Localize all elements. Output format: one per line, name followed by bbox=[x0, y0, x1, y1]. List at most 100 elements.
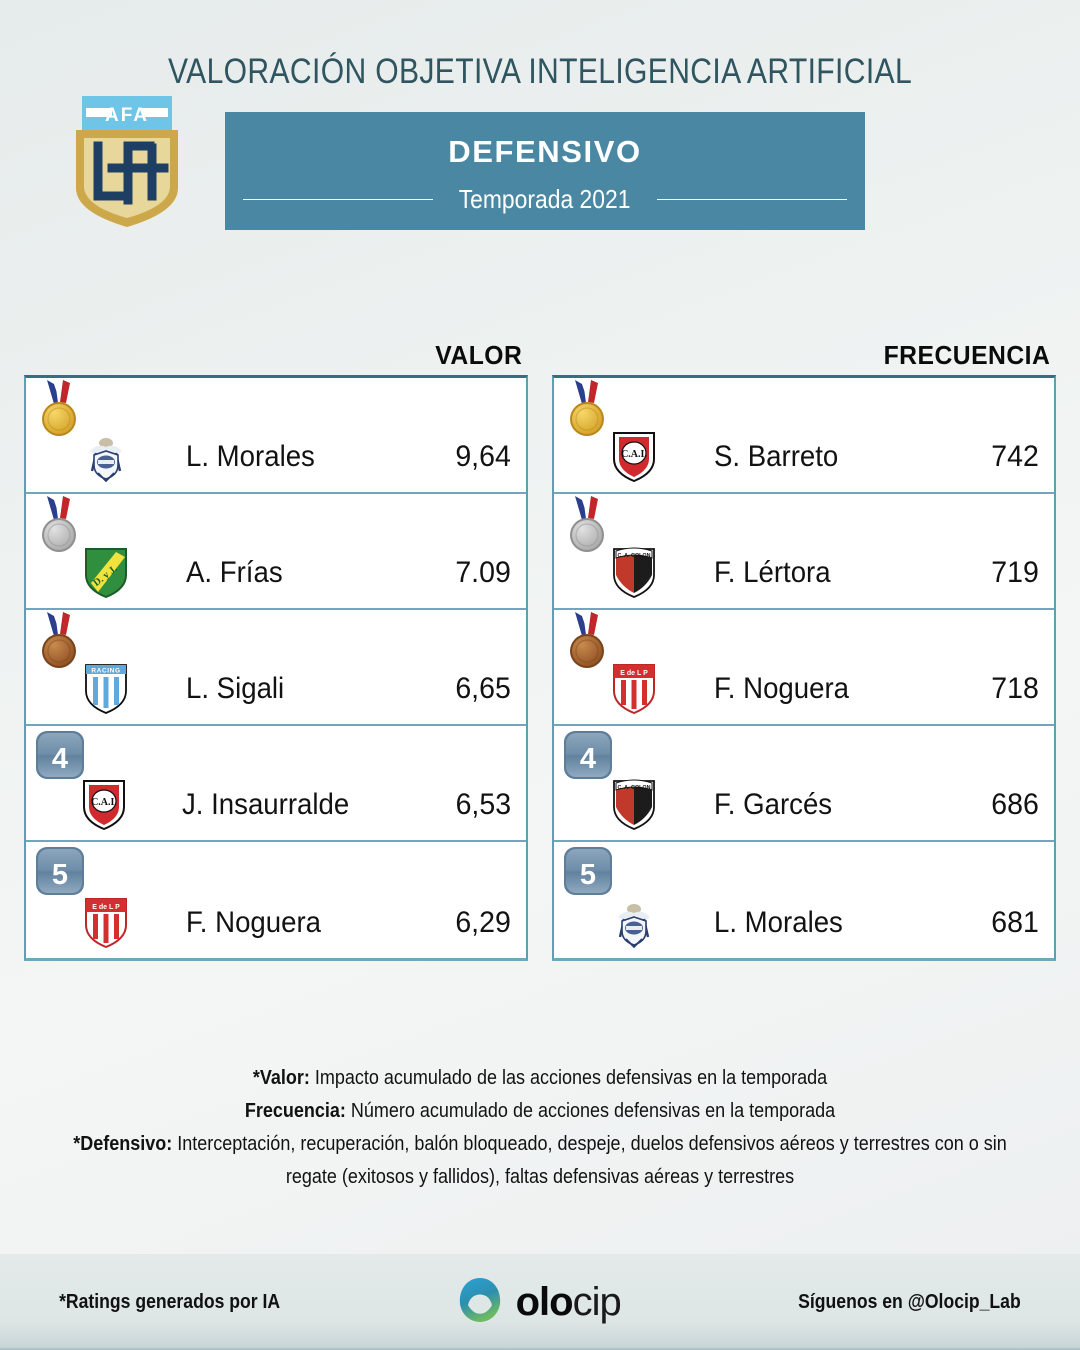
rank-badge-icon: 4 bbox=[34, 728, 88, 786]
column-header-frecuencia: FRECUENCIA bbox=[883, 340, 1051, 370]
banner-title: DEFENSIVO bbox=[448, 134, 642, 169]
stat-value: 6,65 bbox=[455, 672, 511, 705]
table-row: 5 L. Morales 681 bbox=[554, 842, 1054, 958]
medal-bronze-icon bbox=[562, 612, 616, 670]
header: VALORACIÓN OBJETIVA INTELIGENCIA ARTIFIC… bbox=[0, 0, 1080, 290]
row-content: E de L P F. Noguera 718 bbox=[554, 658, 1054, 720]
player-name: F. Noguera bbox=[714, 672, 850, 705]
player-name: F. Noguera bbox=[186, 906, 322, 939]
footnote-label: Frecuencia: bbox=[244, 1100, 346, 1122]
table-row: D. y J. A. Frías 7.09 bbox=[26, 494, 526, 610]
category-banner: DEFENSIVO Temporada 2021 bbox=[225, 112, 865, 230]
footer-bar: *Ratings generados por IA olocip Sígueno… bbox=[0, 1254, 1080, 1350]
player-name: L. Sigali bbox=[186, 672, 285, 705]
row-content: D. y J. A. Frías 7.09 bbox=[26, 542, 526, 604]
medal-bronze-icon bbox=[34, 612, 88, 670]
medal-gold-icon bbox=[34, 380, 88, 438]
footnote-label: *Valor: bbox=[252, 1067, 310, 1089]
row-content: C.A.I. J. Insaurralde 6,53 bbox=[26, 774, 526, 836]
club-crest-icon: C.A.I. bbox=[26, 779, 182, 831]
medal-silver-icon bbox=[34, 496, 88, 554]
club-crest-icon: C. A. COLON bbox=[554, 547, 714, 599]
player-name: L. Morales bbox=[714, 906, 843, 939]
olocip-logo: olocip bbox=[458, 1276, 622, 1329]
table-valor: VALOR L. Morales 9,64 D. y J. A. Frías 7.09 R… bbox=[24, 340, 528, 961]
svg-text:E de L P: E de L P bbox=[92, 904, 120, 911]
player-name: F. Lértora bbox=[714, 556, 831, 589]
stat-value: 718 bbox=[991, 672, 1039, 705]
club-crest-icon bbox=[554, 897, 714, 949]
footnote-label: *Defensivo: bbox=[73, 1133, 173, 1155]
club-crest-icon: RACING bbox=[26, 663, 186, 715]
medal-silver-icon bbox=[562, 496, 616, 554]
svg-text:C. A. COLON: C. A. COLON bbox=[617, 553, 650, 559]
svg-text:AFA: AFA bbox=[105, 105, 149, 126]
table-row: RACING L. Sigali 6,65 bbox=[26, 610, 526, 726]
afa-lpf-logo-icon: AFA bbox=[68, 96, 186, 228]
rule-left bbox=[243, 199, 434, 200]
olocip-mark-icon bbox=[458, 1276, 502, 1329]
svg-text:5: 5 bbox=[52, 859, 68, 891]
player-name: S. Barreto bbox=[714, 440, 839, 473]
svg-text:5: 5 bbox=[580, 859, 596, 891]
rank-badge-icon: 5 bbox=[34, 844, 88, 902]
svg-text:E de L P: E de L P bbox=[620, 670, 648, 677]
row-content: C.A.I. S. Barreto 742 bbox=[554, 426, 1054, 488]
column-header-valor: VALOR bbox=[435, 340, 523, 370]
stat-value: 719 bbox=[991, 556, 1039, 589]
table-row: L. Morales 9,64 bbox=[26, 378, 526, 494]
club-crest-icon: D. y J. bbox=[26, 547, 186, 599]
footer-left-text: *Ratings generados por IA bbox=[59, 1290, 281, 1313]
footnote-line: *Valor: Impacto acumulado de las accione… bbox=[54, 1062, 1026, 1095]
svg-text:4: 4 bbox=[52, 743, 68, 775]
table-row: E de L P F. Noguera 718 bbox=[554, 610, 1054, 726]
table-row: C.A.I. S. Barreto 742 bbox=[554, 378, 1054, 494]
player-name: F. Garcés bbox=[714, 788, 833, 821]
footnote-line: Frecuencia: Número acumulado de acciones… bbox=[54, 1095, 1026, 1128]
stat-value: 686 bbox=[991, 788, 1039, 821]
stat-value: 9,64 bbox=[455, 440, 511, 473]
stat-value: 742 bbox=[991, 440, 1039, 473]
banner-subtitle: Temporada 2021 bbox=[459, 184, 631, 214]
footnotes: *Valor: Impacto acumulado de las accione… bbox=[0, 1062, 1080, 1194]
footnote-text: Número acumulado de acciones defensivas … bbox=[345, 1100, 836, 1122]
club-crest-icon: C. A. COLON bbox=[554, 779, 714, 831]
table-row: 4 C.A.I. J. Insaurralde 6,53 bbox=[26, 726, 526, 842]
footnote-line: regate (exitosos y fallidos), faltas def… bbox=[54, 1161, 1026, 1194]
table-row: 5 E de L P F. Noguera 6,29 bbox=[26, 842, 526, 958]
table-row: 4 C. A. COLON F. Garcés 686 bbox=[554, 726, 1054, 842]
row-content: C. A. COLON F. Lértora 719 bbox=[554, 542, 1054, 604]
stat-value: 6,29 bbox=[455, 906, 511, 939]
footnote-text: Impacto acumulado de las acciones defens… bbox=[309, 1067, 828, 1089]
svg-text:RACING: RACING bbox=[91, 668, 120, 675]
stat-value: 7.09 bbox=[455, 556, 511, 589]
club-crest-icon: E de L P bbox=[26, 897, 186, 949]
rankings-tables: VALOR L. Morales 9,64 D. y J. A. Frías 7.09 R… bbox=[0, 340, 1080, 961]
table-body-frecuencia: C.A.I. S. Barreto 742 C. A. COLON F. Lértora… bbox=[552, 375, 1056, 961]
table-body-valor: L. Morales 9,64 D. y J. A. Frías 7.09 RACING L… bbox=[24, 375, 528, 961]
player-name: L. Morales bbox=[186, 440, 315, 473]
svg-text:4: 4 bbox=[580, 743, 596, 775]
club-crest-icon: C.A.I. bbox=[554, 431, 714, 483]
rank-badge-icon: 5 bbox=[562, 844, 616, 902]
stat-value: 6,53 bbox=[455, 788, 511, 821]
table-frecuencia: FRECUENCIA C.A.I. S. Barreto 742 C. A. COLO… bbox=[552, 340, 1056, 961]
club-crest-icon: E de L P bbox=[554, 663, 714, 715]
footnote-text: Interceptación, recuperación, balón bloq… bbox=[172, 1133, 1007, 1155]
footnote-line: *Defensivo: Interceptación, recuperación… bbox=[54, 1128, 1026, 1161]
player-name: A. Frías bbox=[186, 556, 283, 589]
olocip-word-light: cip bbox=[572, 1280, 622, 1324]
svg-text:C. A. COLON: C. A. COLON bbox=[617, 785, 650, 791]
footnote-text: regate (exitosos y fallidos), faltas def… bbox=[285, 1166, 795, 1188]
rank-badge-icon: 4 bbox=[562, 728, 616, 786]
olocip-wordmark: olocip bbox=[515, 1280, 622, 1324]
row-content: L. Morales 681 bbox=[554, 892, 1054, 954]
row-content: RACING L. Sigali 6,65 bbox=[26, 658, 526, 720]
row-content: L. Morales 9,64 bbox=[26, 426, 526, 488]
footer-right-text: Síguenos en @Olocip_Lab bbox=[798, 1290, 1021, 1313]
rule-right bbox=[656, 199, 848, 200]
page-title: VALORACIÓN OBJETIVA INTELIGENCIA ARTIFIC… bbox=[167, 52, 913, 91]
stat-value: 681 bbox=[991, 906, 1039, 939]
table-row: C. A. COLON F. Lértora 719 bbox=[554, 494, 1054, 610]
olocip-word-bold: olo bbox=[515, 1280, 574, 1324]
